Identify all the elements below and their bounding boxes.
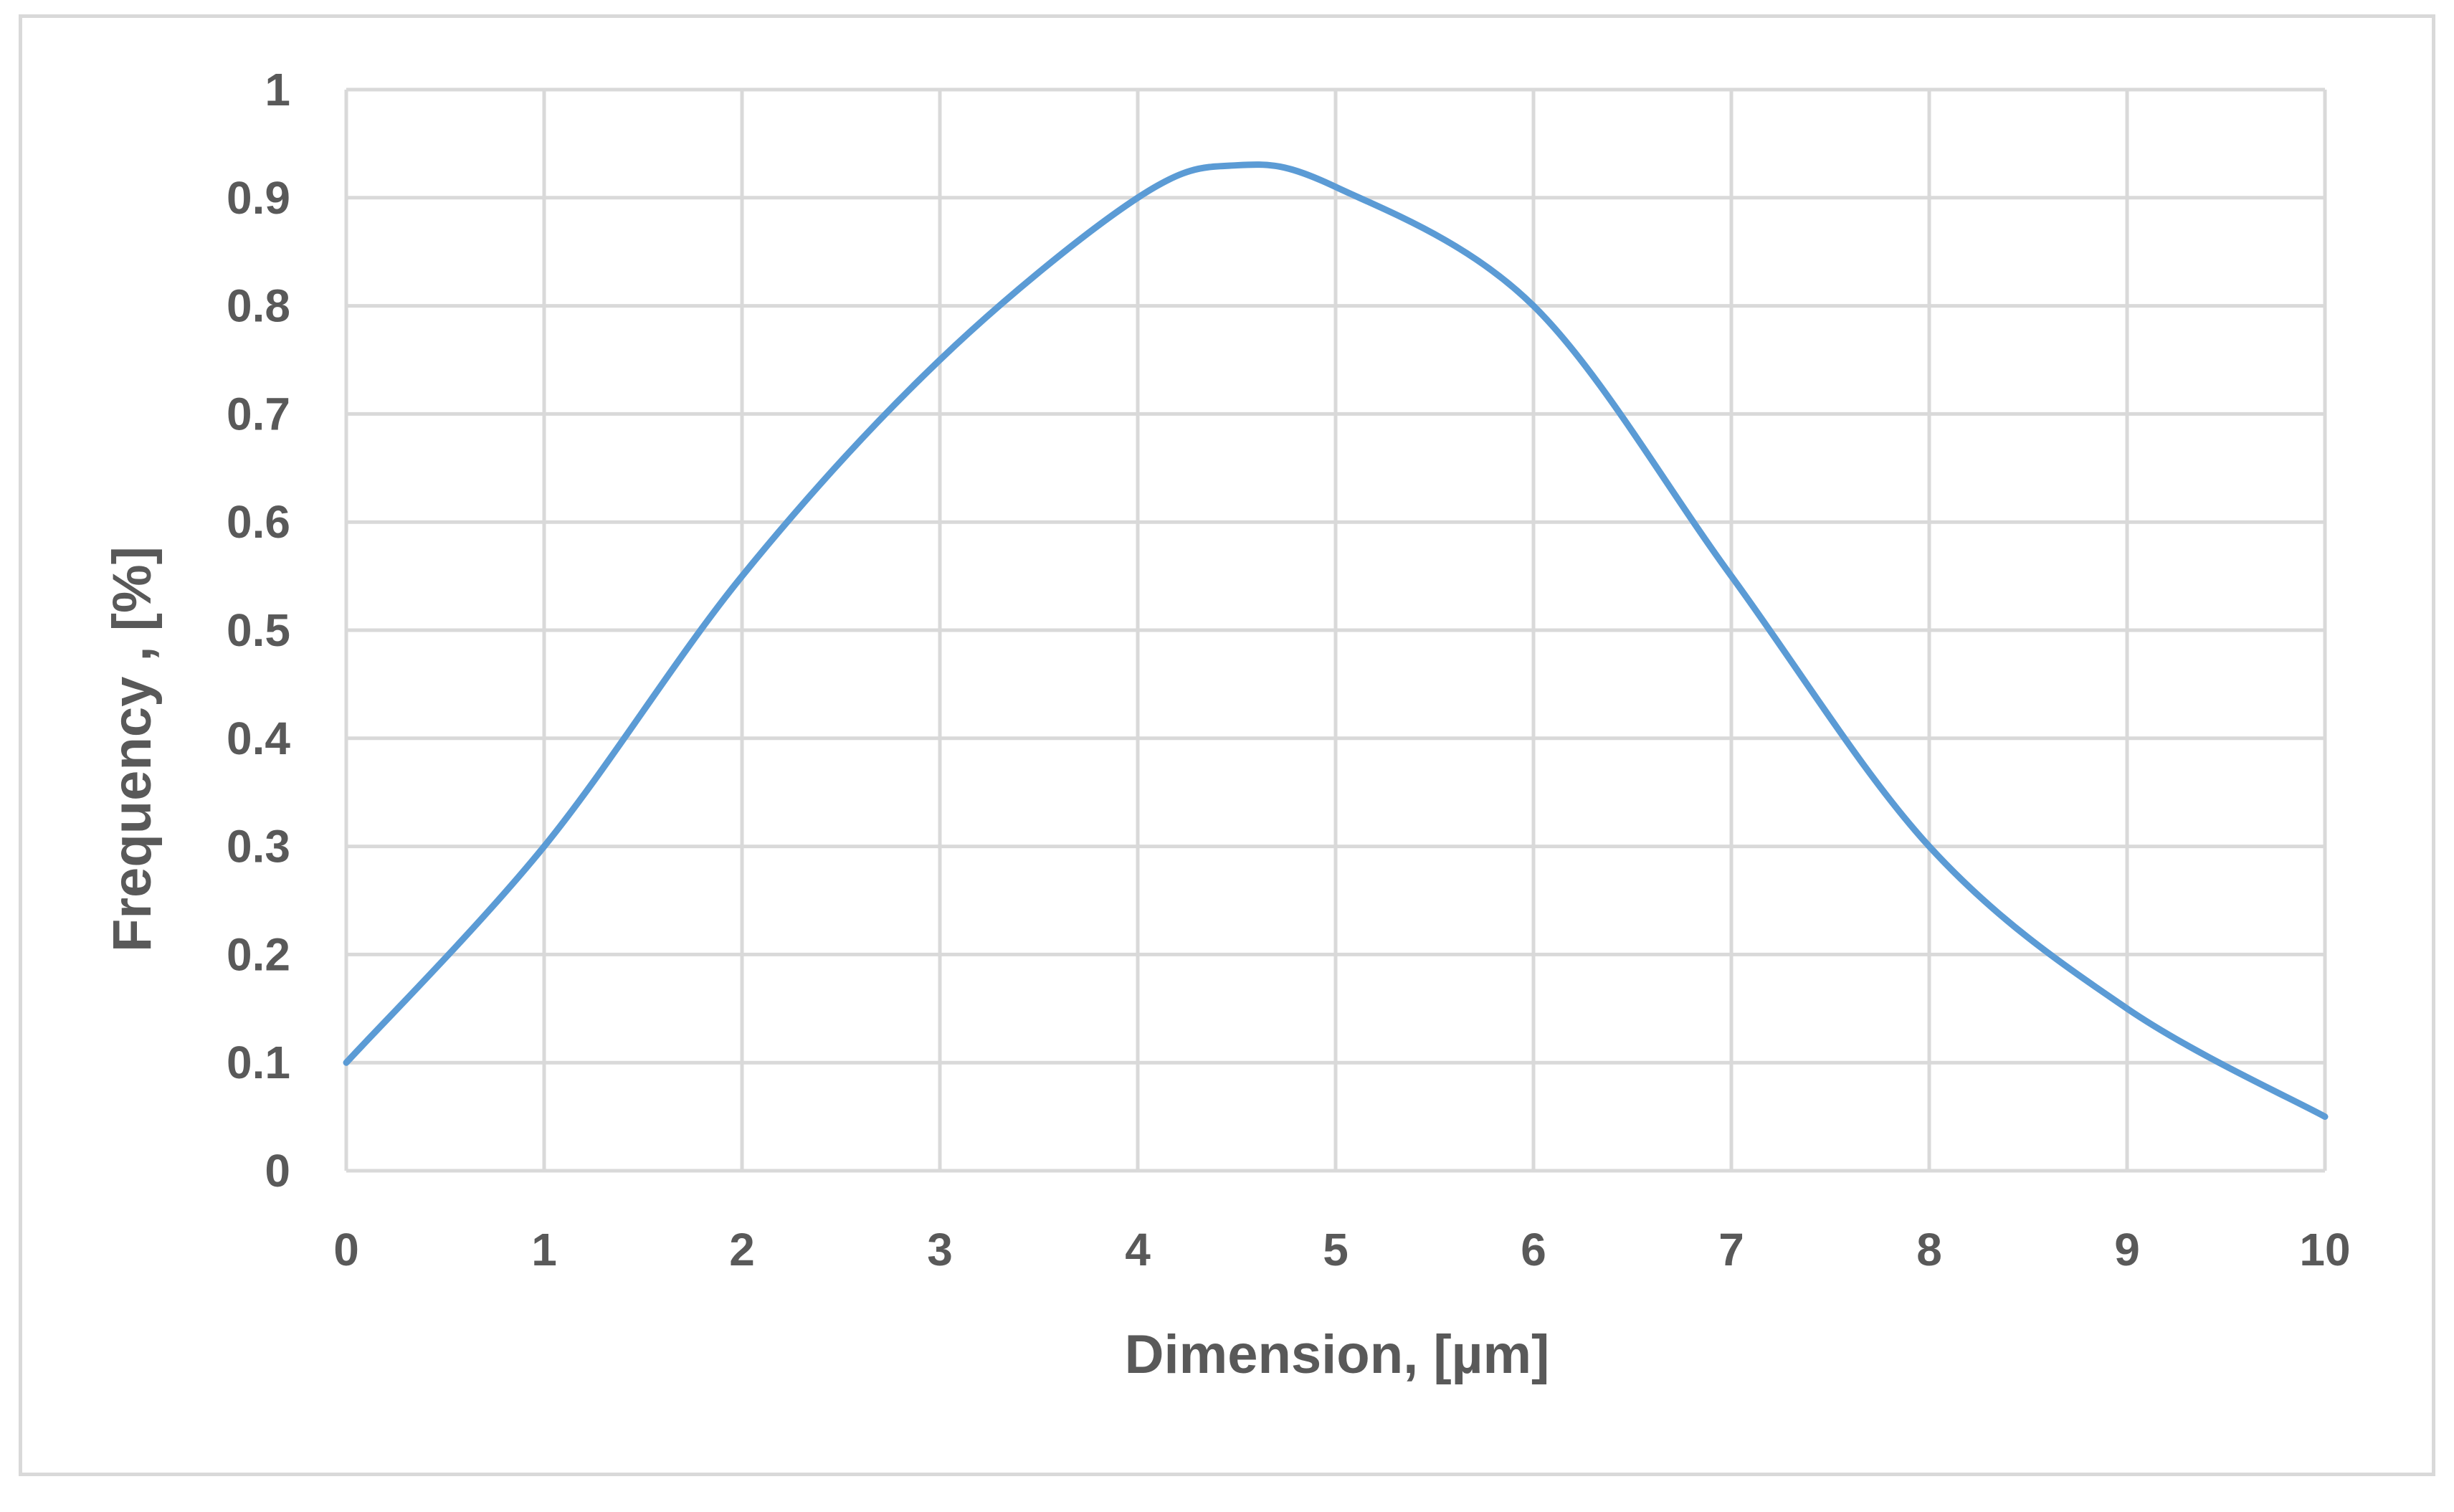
y-tick-label: 0	[265, 1145, 290, 1197]
y-tick-label: 0.8	[227, 280, 290, 332]
series-line-0	[343, 161, 2329, 1121]
x-tick-label: 1	[531, 1224, 557, 1275]
y-tick-label: 0.9	[227, 172, 290, 224]
y-tick-label: 0.3	[227, 821, 290, 873]
y-axis-title: Frequency , [%]	[102, 546, 163, 952]
y-tick-label: 0.6	[227, 496, 290, 548]
chart-frame	[19, 14, 2435, 1476]
series-layer	[343, 161, 2329, 1121]
x-tick-label: 9	[2114, 1224, 2140, 1275]
y-tick-labels: 0 0.1 0.2 0.3 0.4 0.5 0.6 0.7 0.8 0.9 1	[227, 64, 290, 1197]
y-tick-label: 1	[265, 64, 290, 115]
axes	[344, 90, 2325, 1173]
x-tick-label: 5	[1323, 1224, 1349, 1275]
x-tick-label: 7	[1718, 1224, 1744, 1275]
x-tick-label: 6	[1521, 1224, 1546, 1275]
gridlines	[346, 87, 2327, 1171]
y-tick-label: 0.1	[227, 1037, 290, 1088]
x-tick-label: 3	[927, 1224, 953, 1275]
x-tick-label: 10	[2299, 1224, 2350, 1275]
y-tick-label: 0.2	[227, 928, 290, 980]
x-tick-labels: 0 1 2 3 4 5 6 7 8 9 10	[333, 1224, 2350, 1275]
x-tick-label: 8	[1916, 1224, 1942, 1275]
x-tick-label: 4	[1125, 1224, 1151, 1275]
x-tick-label: 2	[729, 1224, 755, 1275]
x-tick-label: 0	[333, 1224, 359, 1275]
y-tick-label: 0.4	[227, 713, 290, 764]
x-axis-title: Dimension, [µm]	[1125, 1324, 1550, 1385]
y-tick-label: 0.5	[227, 604, 290, 656]
y-tick-label: 0.7	[227, 388, 290, 439]
